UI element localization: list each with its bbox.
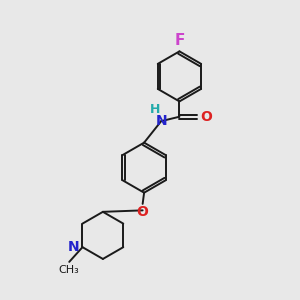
Text: CH₃: CH₃: [59, 266, 80, 275]
Text: N: N: [155, 114, 167, 128]
Text: F: F: [174, 32, 184, 47]
Text: H: H: [150, 103, 160, 116]
Text: N: N: [67, 240, 79, 254]
Text: O: O: [137, 206, 148, 219]
Text: O: O: [200, 110, 212, 124]
